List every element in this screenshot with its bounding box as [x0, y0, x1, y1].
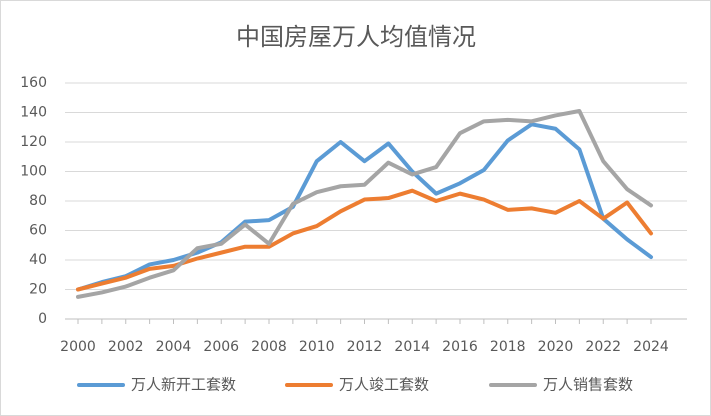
series-line-3	[76, 109, 653, 299]
x-tick-label: 2002	[108, 339, 144, 355]
axes: 0 20 40 60 80 100 120 140 160 2000 2002 2004 2006 200…	[20, 75, 687, 355]
y-tick-label: 60	[29, 223, 47, 239]
series-layer	[76, 109, 653, 299]
series-3	[76, 109, 653, 299]
series-1	[76, 122, 653, 292]
series-2	[76, 188, 653, 292]
x-tick-label: 2018	[490, 339, 526, 355]
x-tick-label: 2012	[347, 339, 383, 355]
x-tick-label: 2016	[442, 339, 478, 355]
y-tick-label: 140	[20, 105, 47, 121]
legend-label-1: 万人新开工套数	[131, 376, 236, 394]
y-tick-label: 40	[29, 252, 47, 268]
grid	[65, 82, 687, 320]
legend-label-3: 万人销售套数	[543, 376, 633, 394]
chart-title: 中国房屋万人均值情况	[236, 23, 476, 51]
y-tick-label: 80	[29, 193, 47, 209]
x-tick-label: 2006	[203, 339, 239, 355]
x-tick-label: 2008	[251, 339, 287, 355]
x-tick-label: 2022	[585, 339, 621, 355]
legend-label-2: 万人竣工套数	[339, 376, 429, 394]
y-tick-label: 100	[20, 164, 47, 180]
x-tick-label: 2000	[60, 339, 96, 355]
series-line-1	[76, 122, 653, 292]
legend: 万人新开工套数 万人竣工套数 万人销售套数	[77, 376, 633, 394]
x-tick-label: 2020	[538, 339, 574, 355]
x-tick-label: 2010	[299, 339, 335, 355]
y-tick-label: 160	[20, 75, 47, 91]
x-tick-label: 2024	[633, 339, 669, 355]
series-line-2	[76, 188, 653, 292]
y-tick-label: 0	[38, 311, 47, 327]
x-tick-label: 2014	[394, 339, 430, 355]
y-tick-label: 20	[29, 282, 47, 298]
y-tick-label: 120	[20, 134, 47, 150]
x-tick-label: 2004	[156, 339, 192, 355]
